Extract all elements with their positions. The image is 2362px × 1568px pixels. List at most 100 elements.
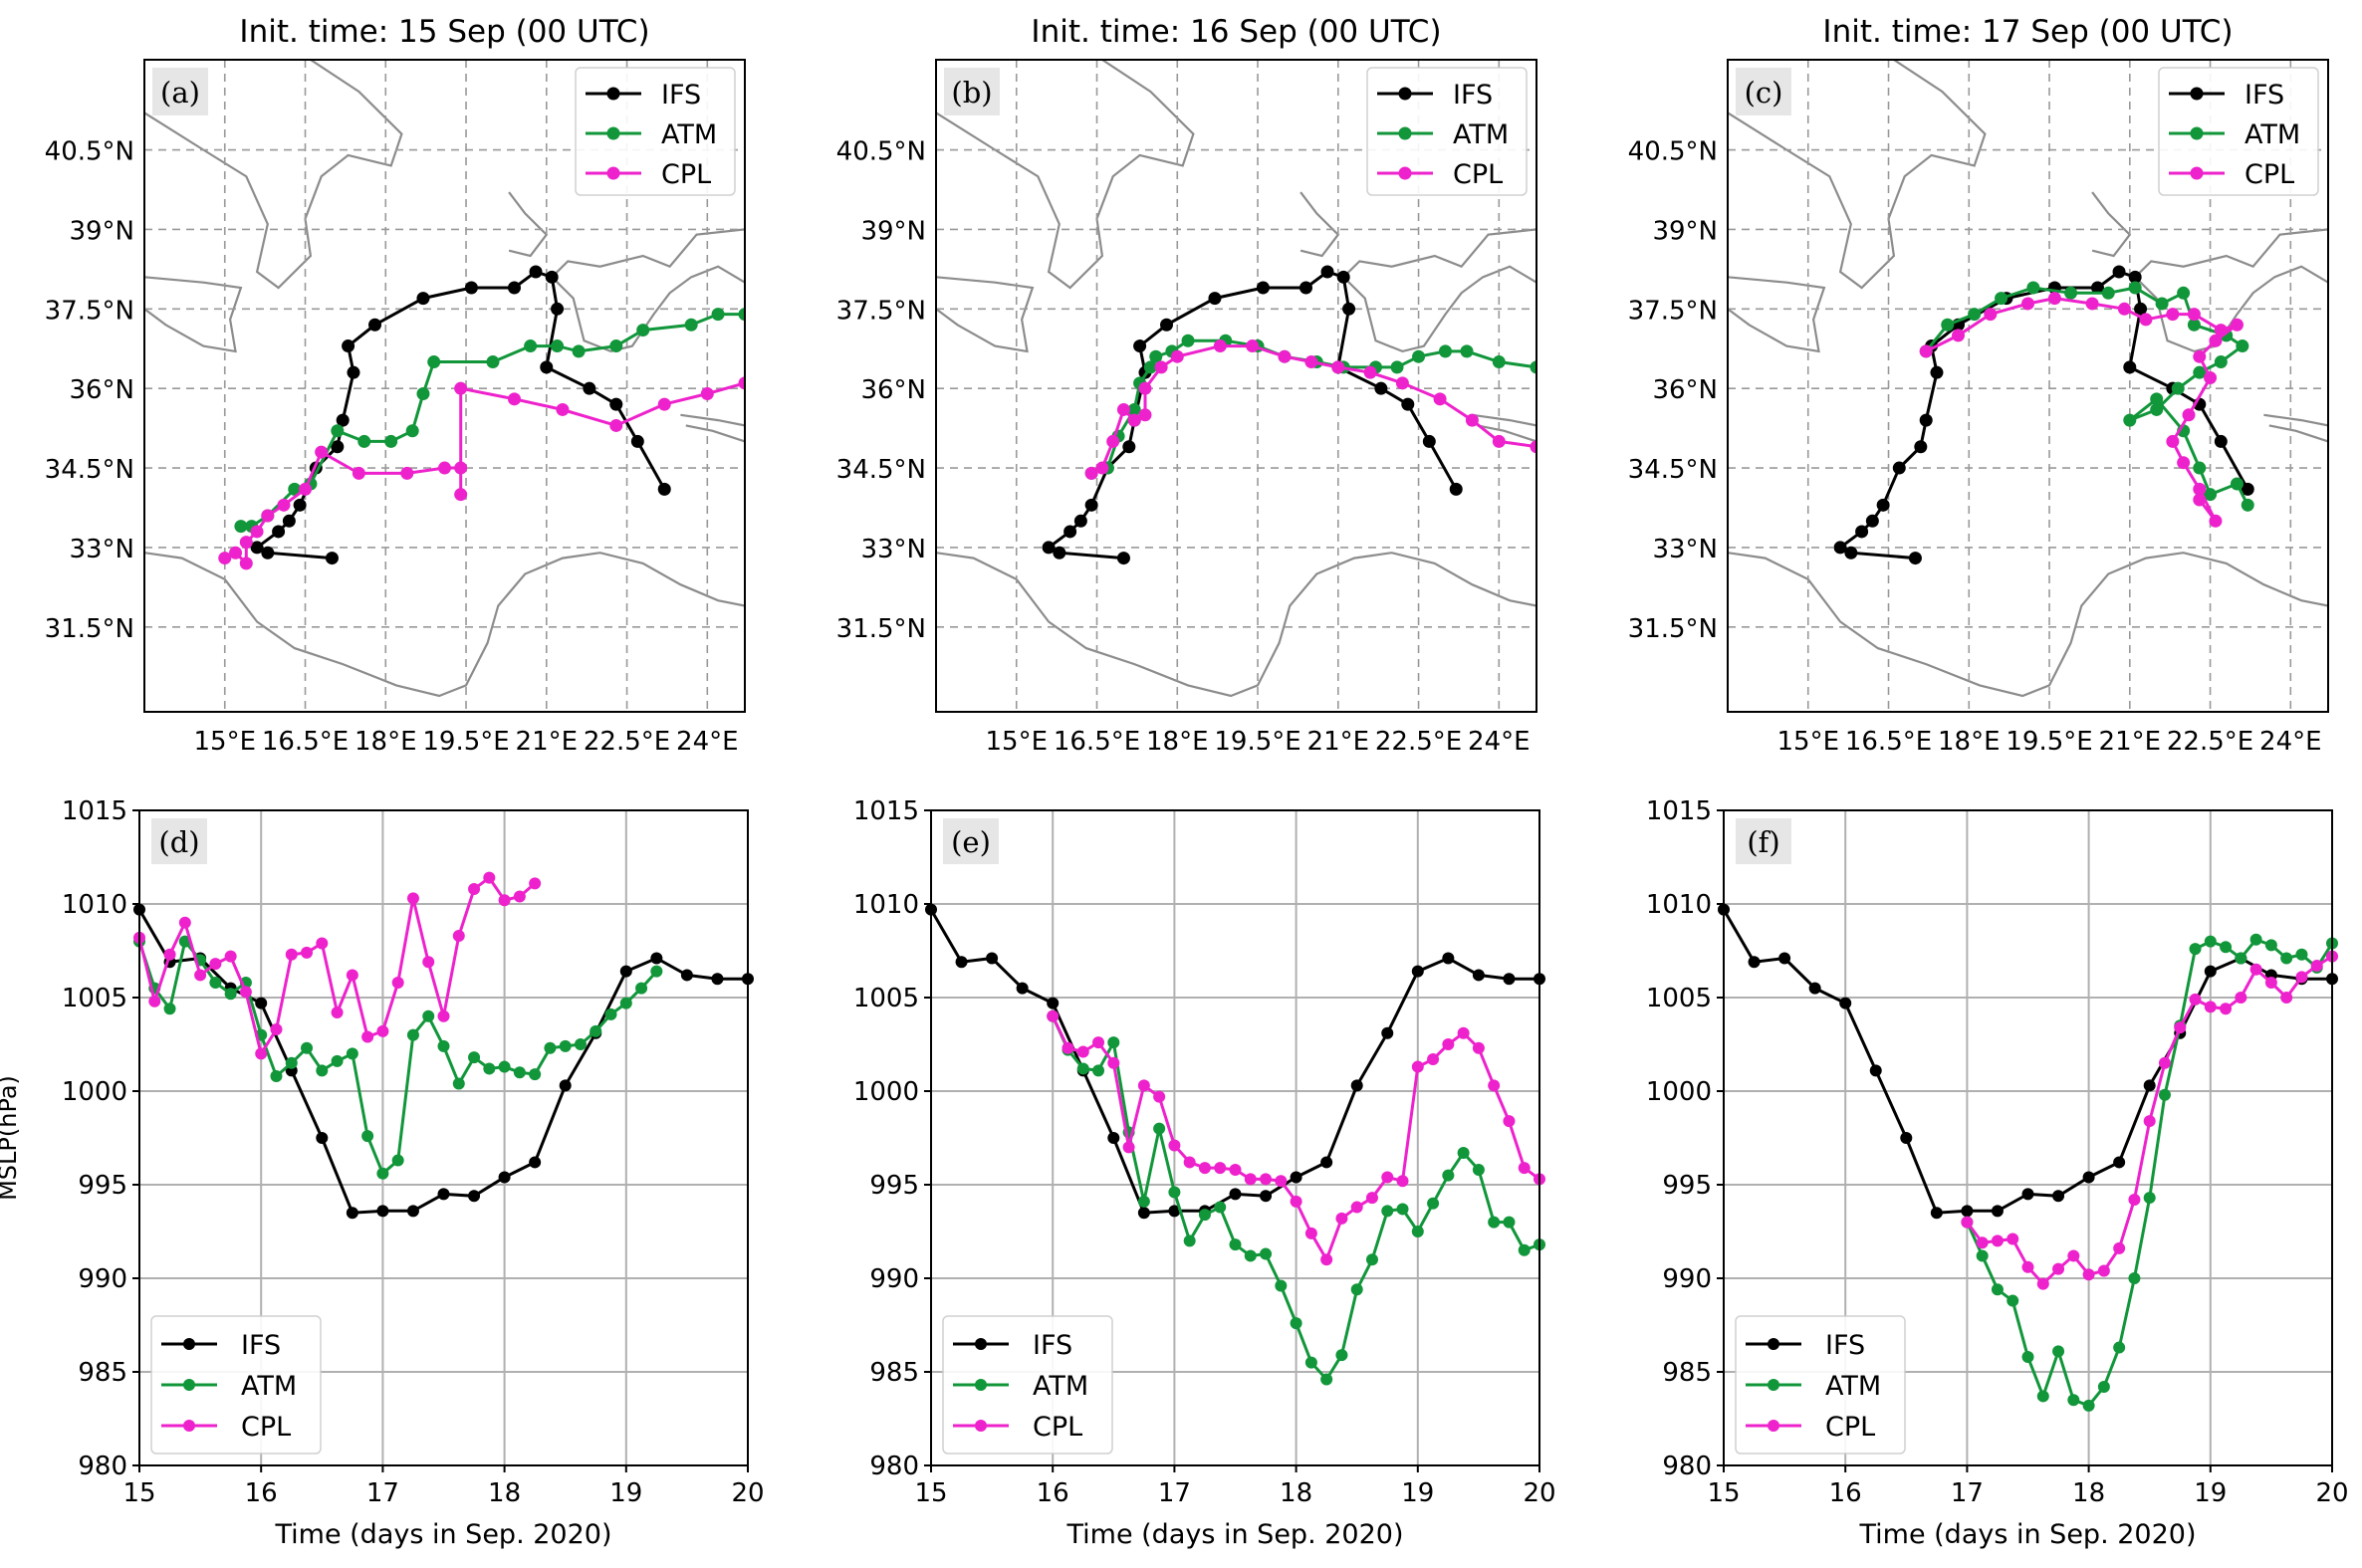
data-point-ifs	[1808, 982, 1821, 995]
data-point-atm	[361, 1130, 374, 1143]
legend-marker-cpl	[2190, 166, 2204, 180]
data-point-atm	[285, 1056, 298, 1069]
data-point-ifs	[650, 952, 663, 965]
track-point-cpl	[1363, 365, 1377, 379]
track-point-cpl	[454, 461, 468, 475]
track-point-ifs	[1908, 552, 1922, 565]
x-tick-label: 18	[2072, 1478, 2105, 1508]
track-point-atm	[738, 308, 745, 322]
track-point-ifs	[583, 381, 596, 395]
panel-label-text: (a)	[160, 76, 200, 110]
track-point-atm	[2177, 286, 2191, 300]
data-point-cpl	[1472, 1041, 1485, 1054]
y-tick-label: 1005	[62, 984, 127, 1013]
data-point-cpl	[2082, 1268, 2095, 1281]
legend-label-cpl: CPL	[241, 1412, 291, 1443]
data-point-atm	[604, 1008, 617, 1020]
data-point-atm	[1137, 1195, 1150, 1208]
data-point-ifs	[1748, 956, 1761, 969]
track-point-atm	[2150, 402, 2164, 416]
legend: IFS ATM CPL	[1735, 1315, 1906, 1455]
y-tick-label: 1010	[62, 890, 127, 920]
track-point-atm	[405, 424, 419, 438]
legend-marker-ifs	[1398, 87, 1412, 101]
panel-label: (c)	[1736, 68, 1791, 115]
data-point-ifs	[2052, 1190, 2065, 1203]
data-point-cpl	[1427, 1053, 1440, 1066]
lat-tick-label: 34.5°N	[45, 455, 134, 485]
data-point-atm	[2158, 1088, 2171, 1101]
track-point-atm	[288, 482, 302, 496]
x-tick-label: 17	[1951, 1478, 1984, 1508]
track-point-cpl	[2177, 456, 2191, 470]
data-point-ifs	[1260, 1190, 1273, 1203]
data-point-cpl	[2036, 1277, 2049, 1290]
data-point-cpl	[316, 937, 329, 950]
x-tick-label: 20	[2315, 1478, 2348, 1508]
data-point-atm	[498, 1060, 511, 1073]
lat-tick-label: 39°N	[69, 216, 134, 246]
data-point-cpl	[301, 946, 314, 959]
coastline	[144, 552, 745, 698]
lat-tick-label: 39°N	[860, 216, 926, 246]
lon-tick-label: 18°E	[1146, 727, 1209, 757]
track-point-atm	[551, 339, 565, 353]
track-point-cpl	[1492, 434, 1506, 448]
data-point-cpl	[1214, 1162, 1227, 1175]
data-point-atm	[178, 935, 191, 948]
x-tick-label: 20	[731, 1478, 764, 1508]
panel-label-box	[944, 68, 1000, 115]
track-point-cpl	[2209, 514, 2223, 528]
track-point-ifs	[250, 541, 264, 555]
data-point-cpl	[178, 916, 191, 929]
track-point-cpl	[1465, 413, 1479, 427]
legend-label-cpl: CPL	[1825, 1412, 1875, 1443]
coastline	[936, 60, 1195, 290]
y-tick-label: 990	[869, 1264, 919, 1294]
data-point-atm	[2021, 1350, 2034, 1363]
lat-tick-label: 34.5°N	[1628, 455, 1718, 485]
legend-marker-atm	[1398, 126, 1412, 140]
track-point-cpl	[2047, 292, 2061, 306]
legend: IFS ATM CPL	[150, 1315, 322, 1455]
data-point-atm	[422, 1009, 435, 1022]
legend: IFS ATM CPL	[942, 1315, 1113, 1455]
data-point-ifs	[1442, 952, 1455, 965]
data-point-cpl	[1976, 1236, 1989, 1249]
track-point-cpl	[1395, 376, 1409, 390]
data-point-ifs	[1411, 965, 1424, 978]
track-point-atm	[1492, 355, 1506, 369]
data-point-ifs	[498, 1171, 511, 1184]
track-point-cpl	[1116, 402, 1130, 416]
track-point-ifs	[1042, 541, 1056, 555]
track-point-cpl	[1952, 329, 1966, 342]
data-point-atm	[529, 1068, 542, 1081]
track-point-ifs	[1320, 265, 1334, 279]
track-point-atm	[1390, 360, 1404, 374]
track-point-ifs	[325, 552, 339, 565]
track-point-cpl	[507, 392, 521, 406]
data-point-atm	[376, 1167, 389, 1180]
track-point-cpl	[2166, 308, 2180, 322]
data-point-cpl	[483, 871, 496, 884]
data-point-ifs	[1778, 952, 1791, 965]
track-point-ifs	[1914, 440, 1928, 454]
lat-tick-label: 31.5°N	[45, 614, 134, 644]
track-point-ifs	[1422, 434, 1436, 448]
data-point-cpl	[1153, 1090, 1166, 1103]
data-point-cpl	[361, 1030, 374, 1043]
data-point-atm	[2220, 941, 2233, 954]
data-point-cpl	[468, 882, 481, 895]
track-point-cpl	[2209, 334, 2223, 347]
lon-tick-label: 22.5°E	[1375, 727, 1462, 757]
track-point-atm	[427, 355, 441, 369]
data-point-ifs	[2204, 965, 2217, 978]
data-point-atm	[1457, 1147, 1470, 1160]
track-point-cpl	[609, 418, 623, 432]
data-point-ifs	[2082, 1171, 2095, 1184]
track-point-cpl	[239, 557, 253, 570]
x-tick-label: 19	[609, 1478, 642, 1508]
track-point-cpl	[315, 445, 329, 459]
map-plot-area	[936, 60, 1536, 712]
data-point-atm	[209, 976, 222, 989]
